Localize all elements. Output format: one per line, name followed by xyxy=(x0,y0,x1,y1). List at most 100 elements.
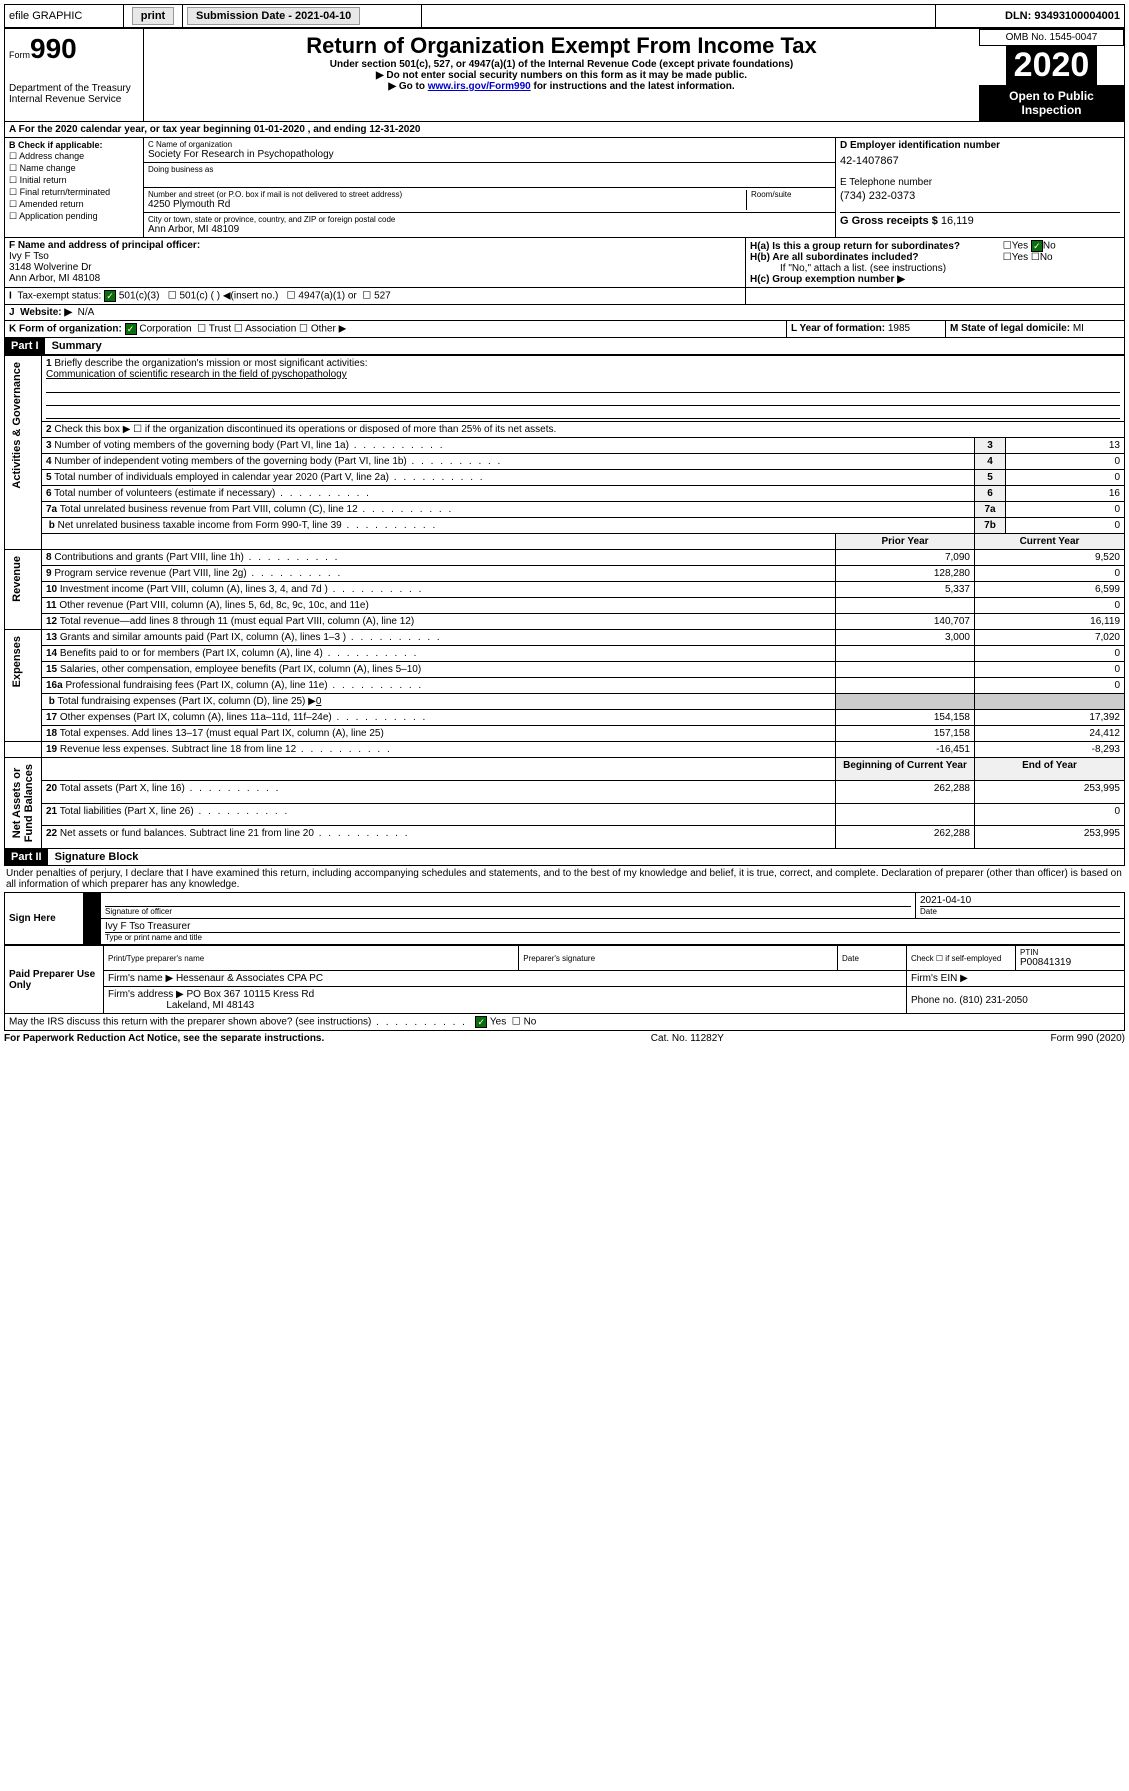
org-name: Society For Research in Psychopathology xyxy=(148,149,831,160)
val7a: 0 xyxy=(1006,502,1125,518)
p15 xyxy=(836,662,975,678)
line6: Total number of volunteers (estimate if … xyxy=(54,488,371,499)
p11 xyxy=(836,598,975,614)
ein: 42-1407867 xyxy=(840,155,1120,167)
chk-501c3[interactable]: ✓ xyxy=(104,290,116,302)
firm-addr-label: Firm's address ▶ xyxy=(108,989,184,1000)
line16b: Total fundraising expenses (Part IX, col… xyxy=(58,696,316,707)
line7a: Total unrelated business revenue from Pa… xyxy=(60,504,454,515)
chk-initial[interactable]: ☐ Initial return xyxy=(9,175,139,186)
prep-date-hdr: Date xyxy=(838,946,907,971)
val3: 13 xyxy=(1006,438,1125,454)
l-label: L Year of formation: xyxy=(791,323,888,334)
firm-phone: (810) 231-2050 xyxy=(959,995,1027,1006)
hdr-prior: Prior Year xyxy=(836,534,975,550)
top-bar: efile GRAPHIC print Submission Date - 20… xyxy=(4,4,1125,28)
line20: Total assets (Part X, line 16) xyxy=(60,783,281,794)
discuss-yes[interactable]: ✓ xyxy=(475,1016,487,1028)
prep-self-hdr: Check ☐ if self-employed xyxy=(907,946,1016,971)
hdr-current: Current Year xyxy=(975,534,1125,550)
side-revenue: Revenue xyxy=(9,552,25,606)
line8: Contributions and grants (Part VIII, lin… xyxy=(54,552,339,563)
c9: 0 xyxy=(975,566,1125,582)
chk-final[interactable]: ☐ Final return/terminated xyxy=(9,187,139,198)
firm-addr1: PO Box 367 10115 Kress Rd xyxy=(187,989,315,1000)
domicile: MI xyxy=(1073,323,1084,334)
row-fh: F Name and address of principal officer:… xyxy=(4,238,1125,288)
city: Ann Arbor, MI 48109 xyxy=(148,224,831,235)
b-header: B Check if applicable: xyxy=(9,140,139,150)
hdr-end: End of Year xyxy=(975,758,1125,781)
prep-sig-hdr: Preparer's signature xyxy=(519,946,838,971)
j-label: Website: ▶ xyxy=(20,307,72,318)
line2: Check this box ▶ ☐ if the organization d… xyxy=(54,424,556,435)
c-name-label: C Name of organization xyxy=(148,140,831,149)
val5: 0 xyxy=(1006,470,1125,486)
firm-phone-label: Phone no. xyxy=(911,995,959,1006)
p17: 154,158 xyxy=(836,710,975,726)
irs-link[interactable]: www.irs.gov/Form990 xyxy=(428,81,531,92)
line17: Other expenses (Part IX, column (A), lin… xyxy=(60,712,427,723)
line3: Number of voting members of the governin… xyxy=(54,440,444,451)
chk-corp[interactable]: ✓ xyxy=(125,323,137,335)
line1-label: Briefly describe the organization's miss… xyxy=(54,358,367,369)
i-label: Tax-exempt status: xyxy=(17,291,101,302)
city-label: City or town, state or province, country… xyxy=(148,215,831,224)
hc-label: H(c) Group exemption number ▶ xyxy=(750,274,905,285)
website: N/A xyxy=(78,307,95,318)
street: 4250 Plymouth Rd xyxy=(148,199,746,210)
paid-preparer-table: Paid Preparer Use Only Print/Type prepar… xyxy=(4,945,1125,1014)
val6: 16 xyxy=(1006,486,1125,502)
side-activities: Activities & Governance xyxy=(9,358,25,493)
ptin: P00841319 xyxy=(1020,957,1120,968)
line14: Benefits paid to or for members (Part IX… xyxy=(60,648,418,659)
chk-address[interactable]: ☐ Address change xyxy=(9,151,139,162)
paid-label: Paid Preparer Use Only xyxy=(5,946,104,1014)
officer-addr1: 3148 Wolverine Dr xyxy=(9,262,741,273)
chk-pending[interactable]: ☐ Application pending xyxy=(9,211,139,222)
part2-title: Signature Block xyxy=(51,849,143,865)
year-formation: 1985 xyxy=(888,323,910,334)
ein-label: D Employer identification number xyxy=(840,140,1120,151)
submission-date: Submission Date - 2021-04-10 xyxy=(187,7,360,25)
part1-header: Part I Summary xyxy=(4,338,1125,355)
p13: 3,000 xyxy=(836,630,975,646)
sig-officer-label: Signature of officer xyxy=(105,906,911,916)
c20: 253,995 xyxy=(975,780,1125,803)
c19: -8,293 xyxy=(975,742,1125,758)
officer-addr2: Ann Arbor, MI 48108 xyxy=(9,273,741,284)
officer-name: Ivy F Tso xyxy=(9,251,741,262)
phone-label: E Telephone number xyxy=(840,177,1120,188)
chk-name[interactable]: ☐ Name change xyxy=(9,163,139,174)
gross-receipts: 16,119 xyxy=(941,215,974,227)
firm-label: Firm's name ▶ xyxy=(108,973,173,984)
phone: (734) 232-0373 xyxy=(840,190,1120,202)
print-button[interactable]: print xyxy=(132,7,174,25)
val4: 0 xyxy=(1006,454,1125,470)
part1-badge: Part I xyxy=(5,338,45,354)
line5: Total number of individuals employed in … xyxy=(54,472,484,483)
line12: Total revenue—add lines 8 through 11 (mu… xyxy=(60,616,414,627)
section-bcdefg: B Check if applicable: ☐ Address change … xyxy=(4,138,1125,238)
line15: Salaries, other compensation, employee b… xyxy=(60,664,421,675)
line18: Total expenses. Add lines 13–17 (must eq… xyxy=(60,728,384,739)
p16a xyxy=(836,678,975,694)
p19: -16,451 xyxy=(836,742,975,758)
c22: 253,995 xyxy=(975,826,1125,849)
line22: Net assets or fund balances. Subtract li… xyxy=(60,828,410,839)
line7b: Net unrelated business taxable income fr… xyxy=(58,520,438,531)
c10: 6,599 xyxy=(975,582,1125,598)
mission-text: Communication of scientific research in … xyxy=(46,369,347,380)
c13: 7,020 xyxy=(975,630,1125,646)
row-i: I Tax-exempt status: ✓ 501(c)(3) ☐ 501(c… xyxy=(4,288,1125,305)
line10: Investment income (Part VIII, column (A)… xyxy=(60,584,423,595)
chk-amended[interactable]: ☐ Amended return xyxy=(9,199,139,210)
firm-name: Hessenaur & Associates CPA PC xyxy=(176,973,323,984)
ha-no-checked[interactable]: ✓ xyxy=(1031,240,1043,252)
efile-label: efile GRAPHIC xyxy=(9,10,82,22)
dept-label: Department of the Treasury Internal Reve… xyxy=(9,83,139,105)
p22: 262,288 xyxy=(836,826,975,849)
sig-name-label: Type or print name and title xyxy=(105,932,1120,942)
k-label: K Form of organization: xyxy=(9,324,122,335)
c14: 0 xyxy=(975,646,1125,662)
